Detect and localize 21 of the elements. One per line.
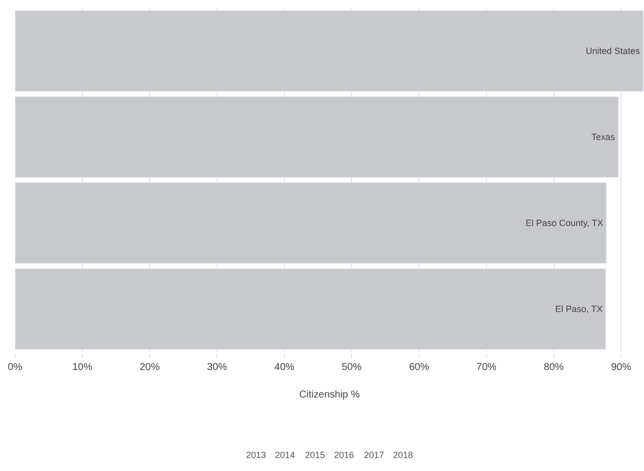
x-tick-label: 70% [476,362,497,373]
x-tick-label: 80% [544,362,564,373]
text: 2013 [246,450,266,460]
x-tick-label: 20% [140,362,160,373]
text: 2016 [334,450,354,460]
x-tick-label: 50% [342,362,362,373]
y-tick-label: El Paso County, TX [526,218,604,228]
x-tick-label: 60% [409,362,430,373]
text: 2018 [393,450,414,460]
x-tick-label: 10% [72,362,92,373]
y-tick-label: El Paso, TX [555,304,603,314]
y-tick-label: United States [586,46,640,56]
x-tick-label: 30% [207,362,228,373]
x-axis-title: Citizenship % [299,390,360,400]
text: 2014 [275,450,296,460]
x-tick-label: 90% [611,362,632,373]
x-tick-label: 40% [274,362,294,373]
text: 2015 [305,450,326,460]
y-tick-label: Texas [591,132,616,142]
x-tick-label: 0% [8,362,22,373]
text: 2017 [364,450,384,460]
